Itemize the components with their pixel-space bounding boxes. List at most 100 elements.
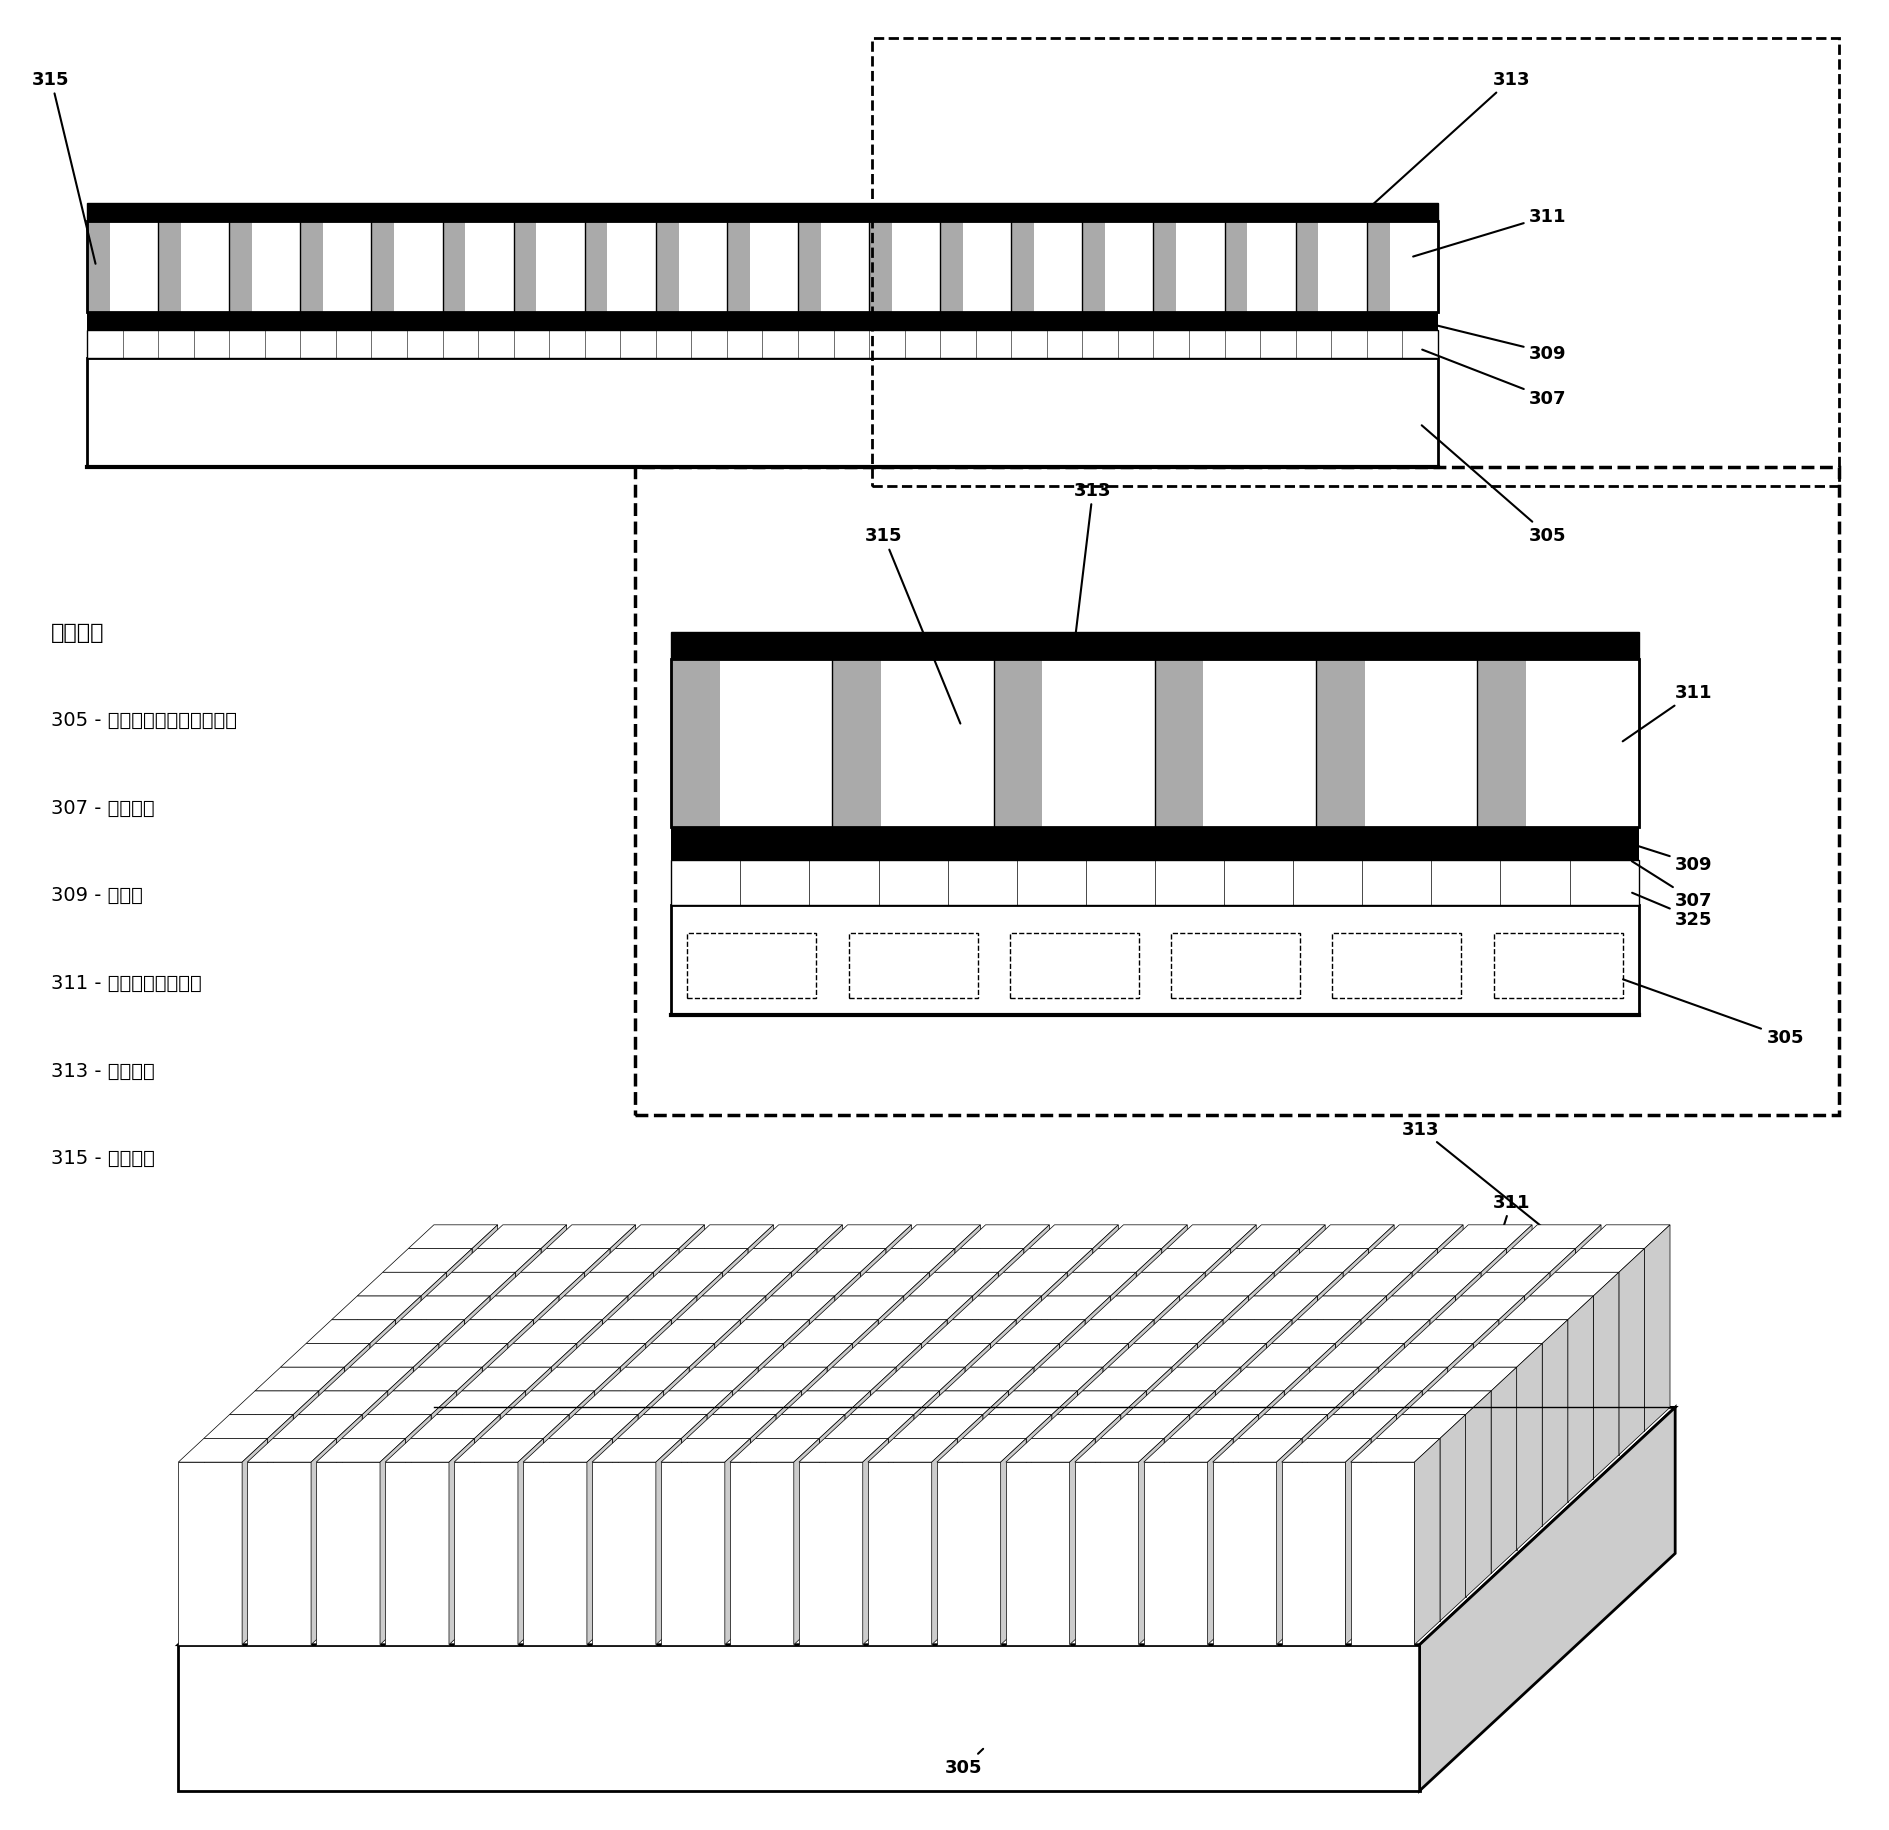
Polygon shape	[1245, 1367, 1309, 1550]
Polygon shape	[1201, 1319, 1292, 1343]
Polygon shape	[1373, 1224, 1462, 1248]
Polygon shape	[944, 1391, 1009, 1574]
Polygon shape	[1013, 1391, 1077, 1574]
Polygon shape	[1528, 1272, 1619, 1296]
Polygon shape	[451, 1248, 540, 1272]
Polygon shape	[729, 1438, 820, 1462]
Bar	[87, 221, 110, 313]
Polygon shape	[795, 1248, 886, 1272]
Polygon shape	[765, 1272, 791, 1479]
Polygon shape	[642, 1391, 733, 1415]
Polygon shape	[831, 1343, 922, 1367]
Polygon shape	[519, 1248, 610, 1272]
Bar	[671, 827, 1638, 860]
Polygon shape	[1453, 1343, 1541, 1367]
Bar	[87, 331, 1438, 359]
Polygon shape	[525, 1367, 552, 1574]
Polygon shape	[1230, 1224, 1256, 1431]
Polygon shape	[1071, 1272, 1135, 1455]
Polygon shape	[835, 1272, 859, 1479]
Polygon shape	[482, 1343, 508, 1550]
Polygon shape	[465, 1296, 489, 1502]
Polygon shape	[1303, 1248, 1368, 1431]
Polygon shape	[1147, 1367, 1171, 1574]
Polygon shape	[946, 1296, 973, 1502]
Polygon shape	[996, 1343, 1060, 1526]
Polygon shape	[1003, 1248, 1092, 1272]
Polygon shape	[569, 1391, 595, 1598]
Polygon shape	[1387, 1272, 1411, 1479]
Polygon shape	[1460, 1296, 1524, 1479]
Polygon shape	[1409, 1319, 1498, 1343]
Polygon shape	[272, 1438, 336, 1621]
Polygon shape	[1201, 1343, 1266, 1526]
Polygon shape	[548, 1415, 638, 1438]
Polygon shape	[1128, 1319, 1154, 1526]
Polygon shape	[1082, 1367, 1171, 1391]
Bar	[831, 659, 880, 827]
Polygon shape	[895, 1343, 922, 1550]
Polygon shape	[1358, 1391, 1421, 1574]
Polygon shape	[374, 1343, 438, 1526]
Polygon shape	[344, 1343, 370, 1550]
Polygon shape	[1347, 1248, 1438, 1272]
Polygon shape	[1383, 1343, 1473, 1367]
Polygon shape	[589, 1272, 654, 1455]
Polygon shape	[1460, 1272, 1549, 1296]
Text: 309: 309	[1422, 322, 1566, 362]
Polygon shape	[701, 1296, 765, 1479]
Text: 311: 311	[1623, 684, 1711, 741]
Polygon shape	[178, 1438, 268, 1462]
Polygon shape	[727, 1248, 816, 1272]
Polygon shape	[814, 1296, 903, 1319]
Polygon shape	[1107, 1367, 1171, 1550]
Polygon shape	[1421, 1367, 1447, 1574]
Polygon shape	[733, 1367, 757, 1574]
Polygon shape	[599, 1367, 689, 1391]
Polygon shape	[1413, 1438, 1439, 1645]
Polygon shape	[1409, 1343, 1473, 1526]
Polygon shape	[408, 1248, 472, 1431]
Bar	[671, 659, 1638, 827]
Polygon shape	[1143, 1462, 1207, 1645]
Polygon shape	[417, 1367, 482, 1550]
Polygon shape	[661, 1438, 750, 1462]
Polygon shape	[1069, 1438, 1094, 1645]
Text: 307: 307	[1630, 862, 1711, 910]
Polygon shape	[1150, 1391, 1215, 1574]
Polygon shape	[801, 1367, 827, 1574]
Polygon shape	[400, 1319, 465, 1502]
Polygon shape	[1188, 1391, 1215, 1598]
Polygon shape	[1237, 1415, 1326, 1438]
Polygon shape	[1164, 1415, 1188, 1621]
Polygon shape	[969, 1367, 1033, 1550]
Polygon shape	[1273, 1248, 1300, 1455]
Polygon shape	[306, 1343, 370, 1526]
Polygon shape	[1477, 1343, 1541, 1526]
Polygon shape	[655, 1438, 682, 1645]
Polygon shape	[654, 1248, 678, 1455]
Polygon shape	[1332, 1391, 1421, 1415]
Polygon shape	[457, 1367, 482, 1574]
Polygon shape	[512, 1319, 603, 1343]
Polygon shape	[1213, 1462, 1275, 1645]
Polygon shape	[1141, 1248, 1230, 1272]
Polygon shape	[633, 1296, 697, 1479]
Polygon shape	[671, 1296, 697, 1502]
Polygon shape	[400, 1296, 489, 1319]
Polygon shape	[436, 1391, 525, 1415]
Polygon shape	[1375, 1415, 1464, 1438]
Bar	[688, 933, 816, 999]
Polygon shape	[776, 1391, 801, 1598]
Polygon shape	[1266, 1319, 1292, 1526]
Polygon shape	[939, 1367, 965, 1574]
Polygon shape	[370, 1319, 395, 1526]
Polygon shape	[1228, 1296, 1317, 1319]
Polygon shape	[977, 1296, 1041, 1479]
Polygon shape	[1339, 1319, 1430, 1343]
Polygon shape	[1064, 1319, 1154, 1343]
Polygon shape	[850, 1415, 914, 1598]
Polygon shape	[1028, 1224, 1118, 1248]
Polygon shape	[574, 1415, 638, 1598]
Polygon shape	[1090, 1319, 1154, 1502]
